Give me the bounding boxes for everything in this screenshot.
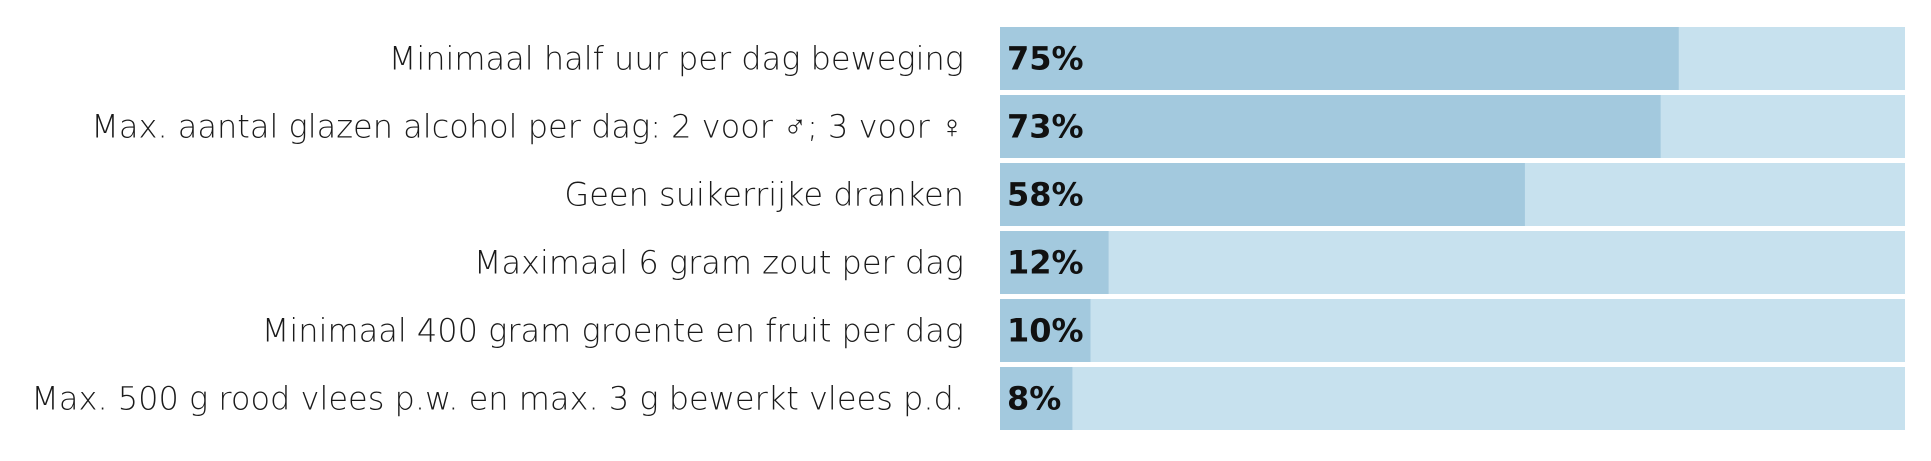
value-label: 10% — [1007, 312, 1084, 350]
category-label: Minimaal 400 gram groente en fruit per d… — [262, 312, 964, 350]
bar — [1000, 27, 1679, 90]
value-label: 12% — [1007, 244, 1084, 282]
category-label: Max. aantal glazen alcohol per dag: 2 vo… — [91, 108, 964, 146]
value-label: 58% — [1007, 176, 1084, 214]
category-label: Minimaal half uur per dag beweging — [389, 40, 964, 78]
bar — [1000, 231, 1109, 294]
value-label: 75% — [1007, 40, 1084, 78]
bar-track — [1000, 231, 1905, 294]
bar-track — [1000, 367, 1905, 430]
bar — [1000, 299, 1091, 362]
value-label: 73% — [1007, 108, 1084, 146]
bar — [1000, 163, 1525, 226]
category-label: Maximaal 6 gram zout per dag — [474, 244, 964, 282]
category-label: Geen suikerrijke dranken — [564, 176, 964, 214]
bar — [1000, 95, 1661, 158]
bar — [1000, 367, 1073, 430]
bar-rows: Minimaal half uur per dag beweging 75% Max… — [31, 27, 1905, 430]
value-label: 8% — [1007, 380, 1061, 418]
bar-track — [1000, 299, 1905, 362]
category-label: Max. 500 g rood vlees p.w. en max. 3 g b… — [31, 380, 964, 418]
